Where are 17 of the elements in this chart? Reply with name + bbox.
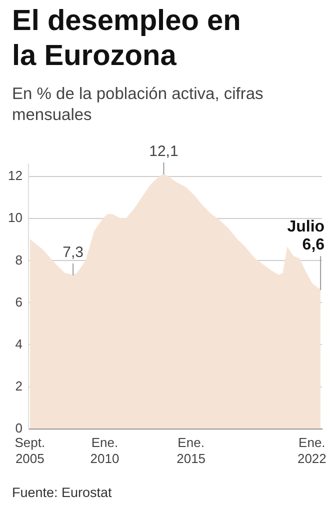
y-tick-label: 4 bbox=[15, 336, 22, 352]
x-tick-label: Sept. 2005 bbox=[14, 435, 46, 466]
x-tick-label: Ene. 2022 bbox=[297, 435, 326, 466]
y-tick-label: 6 bbox=[15, 294, 22, 310]
chart-subtitle: En % de la población activa, cifras mensuales bbox=[12, 84, 264, 126]
annotation: 7,3 bbox=[62, 244, 84, 262]
y-tick-label: 2 bbox=[15, 378, 22, 394]
y-tick-label: 8 bbox=[15, 252, 22, 268]
annotation: 12,1 bbox=[149, 143, 178, 160]
x-tick-label: Ene. 2015 bbox=[176, 435, 206, 466]
x-tick-label: Ene. 2010 bbox=[90, 435, 120, 466]
annotation: Julio 6,6 bbox=[287, 218, 325, 254]
y-tick-label: 10 bbox=[8, 210, 22, 226]
source-note: Fuente: Eurostat bbox=[12, 485, 112, 500]
chart-title: El desempleo en la Eurozona bbox=[12, 4, 242, 74]
y-tick-label: 0 bbox=[15, 420, 22, 436]
y-tick-label: 12 bbox=[8, 168, 22, 184]
